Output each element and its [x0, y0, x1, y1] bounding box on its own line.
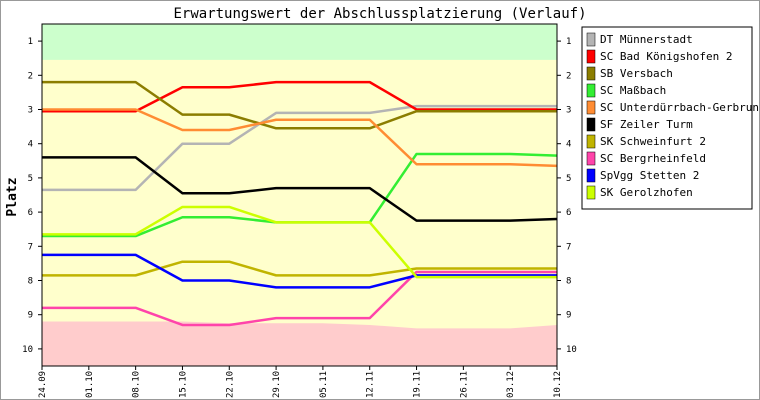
- y-tick-label-right: 7: [566, 242, 571, 252]
- plot-bands: [42, 24, 557, 366]
- y-axis-right: 1 2 3 4 5 6 7 8 9 10: [557, 37, 577, 355]
- legend-label-10: SK Gerolzhofen: [600, 186, 693, 199]
- plot-frame: [41, 23, 558, 367]
- series-line-6: [42, 156, 558, 222]
- band-red: [42, 321, 557, 366]
- legend-swatch-4: [586, 83, 596, 98]
- legend-swatch-7: [586, 134, 596, 149]
- legend-swatch-2: [586, 49, 596, 64]
- x-tick-label: 19.11: [413, 371, 423, 398]
- series-line-2: [42, 80, 557, 113]
- legend-swatch-6: [586, 117, 596, 132]
- y-tick-label: 1: [28, 37, 33, 47]
- y-tick-label-right: 2: [566, 71, 571, 81]
- series-line-5: [42, 108, 558, 168]
- legend-frame: [581, 26, 753, 210]
- y-tick-label-right: 9: [566, 311, 571, 321]
- series-line-10: [42, 205, 557, 279]
- y-tick-label: 6: [28, 208, 33, 218]
- x-axis: 24.09 01.10 08.10 15.10 22.10 29.10 05.11 12.11…: [38, 366, 563, 398]
- legend-label-1: DT Münnerstadt: [600, 33, 693, 46]
- x-tick-label: 05.11: [319, 371, 329, 398]
- y-tick-label: 8: [28, 277, 33, 287]
- x-tick-label: 03.12: [506, 371, 516, 398]
- legend-label-7: SK Schweinfurt 2: [600, 135, 706, 148]
- y-tick-label: 9: [28, 311, 33, 321]
- legend-label-8: SC Bergrheinfeld: [600, 152, 706, 165]
- x-tick-label: 15.10: [178, 371, 188, 398]
- legend-label-5: SC Unterdürrbach-Gerbrunn: [600, 101, 760, 114]
- x-tick-label: 24.09: [38, 371, 48, 398]
- legend-swatch-8: [586, 151, 596, 166]
- legend: DT Münnerstadt SC Bad Königshofen 2 SB Ver…: [581, 26, 760, 210]
- y-tick-label-right: 4: [566, 140, 571, 150]
- series-line-7: [42, 260, 557, 277]
- legend-swatch-10: [586, 185, 596, 200]
- series-line-3: [42, 80, 557, 130]
- series-line-1: [42, 104, 557, 192]
- series-line-8: [42, 270, 557, 327]
- y-axis-left: 1 2 3 4 5 6 7 8 9 10: [22, 37, 42, 355]
- x-tick-label: 10.12: [553, 371, 563, 398]
- x-tick-label: 26.11: [459, 371, 469, 398]
- y-tick-label-right: 10: [566, 345, 577, 355]
- y-tick-label-right: 1: [566, 37, 571, 47]
- legend-label-2: SC Bad Königshofen 2: [600, 50, 732, 63]
- legend-label-6: SF Zeiler Turm: [600, 118, 693, 131]
- x-tick-label: 29.10: [272, 371, 282, 398]
- series-line-9: [42, 253, 557, 289]
- band-yellow: [42, 24, 557, 366]
- legend-swatch-9: [586, 168, 596, 183]
- band-green: [42, 24, 557, 60]
- legend-swatch-5: [586, 100, 596, 115]
- y-tick-label: 7: [28, 242, 33, 252]
- y-tick-label: 4: [28, 140, 33, 150]
- y-axis-label: Platz: [5, 177, 20, 216]
- plot-series: [42, 80, 558, 327]
- x-tick-label: 08.10: [132, 371, 142, 398]
- y-tick-label-right: 6: [566, 208, 571, 218]
- legend-label-3: SB Versbach: [600, 67, 673, 80]
- y-tick-label-right: 5: [566, 174, 571, 184]
- y-tick-label-right: 8: [566, 277, 571, 287]
- y-tick-label: 3: [28, 106, 33, 116]
- chart-title: Erwartungswert der Abschlussplatzierung …: [173, 6, 586, 22]
- legend-swatch-3: [586, 66, 596, 81]
- legend-label-9: SpVgg Stetten 2: [600, 169, 699, 182]
- x-tick-label: 01.10: [85, 371, 95, 398]
- y-tick-label: 2: [28, 71, 33, 81]
- y-tick-label: 5: [28, 174, 33, 184]
- y-tick-label: 10: [22, 345, 33, 355]
- y-tick-label-right: 3: [566, 106, 571, 116]
- legend-swatch-1: [586, 32, 596, 47]
- legend-label-4: SC Maßbach: [600, 84, 666, 97]
- x-tick-label: 12.11: [366, 371, 376, 398]
- x-tick-label: 22.10: [225, 371, 235, 398]
